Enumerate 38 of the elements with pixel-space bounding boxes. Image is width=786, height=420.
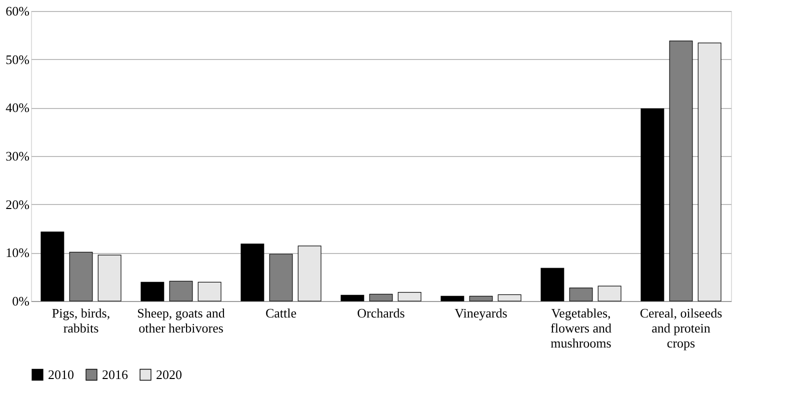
- x-tick-label: Vineyards: [454, 306, 508, 320]
- legend-label: 2016: [102, 366, 128, 382]
- bar: [469, 296, 493, 302]
- bar: [40, 232, 64, 302]
- bar: [498, 294, 522, 302]
- bar: [198, 282, 222, 302]
- bar: [669, 40, 693, 302]
- bar: [98, 254, 122, 302]
- x-tick-label: Cereal, oilseeds and protein crops: [640, 306, 722, 350]
- y-tick-label: 30%: [6, 148, 30, 164]
- y-tick-label: 50%: [6, 52, 30, 67]
- bar: [369, 294, 393, 302]
- bar: [69, 252, 93, 302]
- legend-label: 2010: [48, 366, 74, 382]
- x-tick-label: Cattle: [265, 306, 297, 320]
- y-tick-label: 10%: [6, 245, 30, 260]
- bar: [298, 246, 322, 302]
- bar: [398, 292, 422, 302]
- y-tick-label: 0%: [12, 294, 30, 308]
- bar: [240, 244, 264, 302]
- y-tick-label: 40%: [6, 100, 30, 116]
- bar: [140, 282, 164, 302]
- bar: [169, 280, 193, 302]
- bar: [640, 108, 664, 302]
- y-tick-label: 20%: [6, 196, 30, 212]
- legend-label: 2020: [156, 366, 182, 382]
- bar: [440, 296, 464, 302]
- bar: [698, 42, 722, 302]
- bar: [540, 268, 564, 302]
- bar: [340, 294, 364, 302]
- bar: [269, 254, 293, 302]
- x-tick-label: Orchards: [357, 306, 405, 320]
- bar: [569, 288, 593, 302]
- y-tick-label: 60%: [6, 4, 30, 18]
- bar: [598, 286, 622, 302]
- x-tick-label: Vegetables, flowers and mushrooms: [550, 306, 612, 350]
- x-tick-label: Pigs, birds, rabbits: [52, 306, 110, 336]
- x-tick-label: Sheep, goats and other herbivores: [137, 306, 226, 336]
